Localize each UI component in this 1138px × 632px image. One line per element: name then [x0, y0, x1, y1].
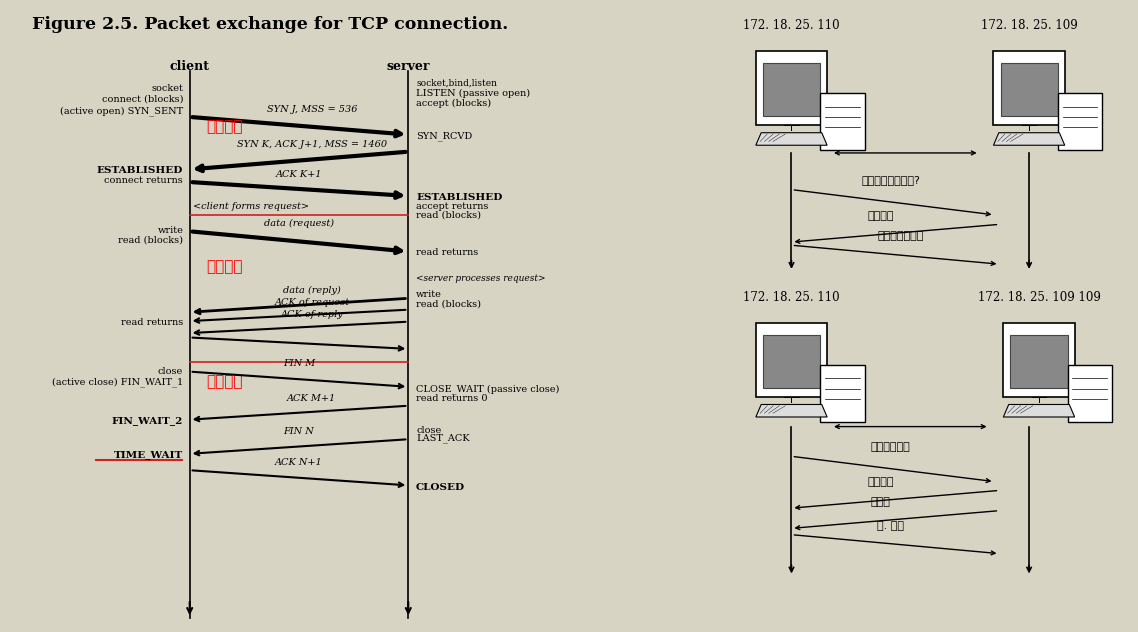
Text: SYN J, MSS = 536: SYN J, MSS = 536: [266, 105, 357, 114]
Text: close: close: [417, 426, 442, 435]
Text: close: close: [158, 367, 183, 376]
Text: connect (blocks): connect (blocks): [101, 95, 183, 104]
Text: accept (blocks): accept (blocks): [417, 99, 492, 108]
Polygon shape: [762, 335, 820, 388]
Text: ACK K+1: ACK K+1: [275, 170, 322, 179]
Text: 172. 18. 25. 110: 172. 18. 25. 110: [743, 19, 840, 32]
Text: FIN M: FIN M: [283, 360, 315, 368]
Text: connect returns: connect returns: [105, 176, 183, 185]
Polygon shape: [756, 51, 827, 125]
Text: 我要结束连接: 我要结束连接: [871, 442, 910, 453]
Text: 数据传送: 数据传送: [206, 259, 242, 274]
Text: server: server: [387, 60, 430, 73]
Text: (active close) FIN_WAIT_1: (active close) FIN_WAIT_1: [52, 377, 183, 387]
Polygon shape: [1004, 404, 1074, 417]
Text: ESTABLISHED: ESTABLISHED: [417, 193, 502, 202]
Text: client: client: [170, 60, 209, 73]
Text: TIME_WAIT: TIME_WAIT: [114, 451, 183, 459]
Text: <server processes request>: <server processes request>: [417, 274, 545, 283]
Text: 我可以连接到你吗?: 我可以连接到你吗?: [861, 174, 920, 185]
Text: 那我就不客气了: 那我就不客气了: [877, 231, 924, 241]
Text: data (reply): data (reply): [283, 286, 340, 295]
Polygon shape: [1011, 335, 1067, 388]
Text: FIN_WAIT_2: FIN_WAIT_2: [112, 416, 183, 425]
Text: 当然可以: 当然可以: [867, 477, 893, 487]
Polygon shape: [756, 133, 827, 145]
Polygon shape: [1067, 365, 1112, 422]
Text: read returns: read returns: [121, 318, 183, 327]
Text: read (blocks): read (blocks): [118, 236, 183, 245]
Text: (active open) SYN_SENT: (active open) SYN_SENT: [60, 106, 183, 116]
Polygon shape: [762, 63, 820, 116]
Polygon shape: [1000, 63, 1057, 116]
Polygon shape: [756, 323, 827, 397]
Text: Figure 2.5. Packet exchange for TCP connection.: Figure 2.5. Packet exchange for TCP conn…: [32, 16, 509, 33]
Text: 好. 收到: 好. 收到: [877, 521, 904, 531]
Polygon shape: [993, 133, 1065, 145]
Text: write: write: [417, 290, 442, 299]
Polygon shape: [756, 404, 827, 417]
Text: SYN_RCVD: SYN_RCVD: [417, 131, 472, 141]
Text: data (request): data (request): [264, 219, 333, 228]
Text: LAST_ACK: LAST_ACK: [417, 434, 470, 444]
Text: read (blocks): read (blocks): [417, 300, 481, 308]
Text: 终止了: 终止了: [871, 497, 891, 507]
Polygon shape: [820, 93, 865, 150]
Text: LISTEN (passive open): LISTEN (passive open): [417, 89, 530, 98]
Polygon shape: [993, 51, 1065, 125]
Text: CLOSE_WAIT (passive close): CLOSE_WAIT (passive close): [417, 384, 560, 394]
Text: ACK N+1: ACK N+1: [275, 458, 323, 467]
Text: read returns: read returns: [417, 248, 478, 257]
Text: 当然可以: 当然可以: [867, 210, 893, 221]
Text: socket,bind,listen: socket,bind,listen: [417, 79, 497, 88]
Text: FIN N: FIN N: [283, 427, 314, 436]
Text: SYN K, ACK J+1, MSS = 1460: SYN K, ACK J+1, MSS = 1460: [237, 140, 387, 149]
Text: CLOSED: CLOSED: [417, 483, 465, 492]
Text: read returns 0: read returns 0: [417, 394, 487, 403]
Text: ESTABLISHED: ESTABLISHED: [97, 166, 183, 175]
Text: 172. 18. 25. 109: 172. 18. 25. 109: [981, 19, 1078, 32]
Polygon shape: [820, 365, 865, 422]
Text: write: write: [157, 226, 183, 235]
Text: 172. 18. 25. 110: 172. 18. 25. 110: [743, 291, 840, 303]
Text: ACK of request: ACK of request: [274, 298, 349, 307]
Text: 172. 18. 25. 109 109: 172. 18. 25. 109 109: [978, 291, 1100, 303]
Text: 四次挥手: 四次挥手: [206, 374, 242, 389]
Text: 三次握手: 三次握手: [206, 119, 242, 135]
Polygon shape: [1057, 93, 1103, 150]
Text: ACK of reply: ACK of reply: [280, 310, 344, 319]
Text: socket: socket: [151, 84, 183, 93]
Text: ACK M+1: ACK M+1: [287, 394, 337, 403]
Text: <client forms request>: <client forms request>: [192, 202, 308, 211]
Text: read (blocks): read (blocks): [417, 210, 481, 219]
Text: accept returns: accept returns: [417, 202, 488, 210]
Polygon shape: [1004, 323, 1074, 397]
